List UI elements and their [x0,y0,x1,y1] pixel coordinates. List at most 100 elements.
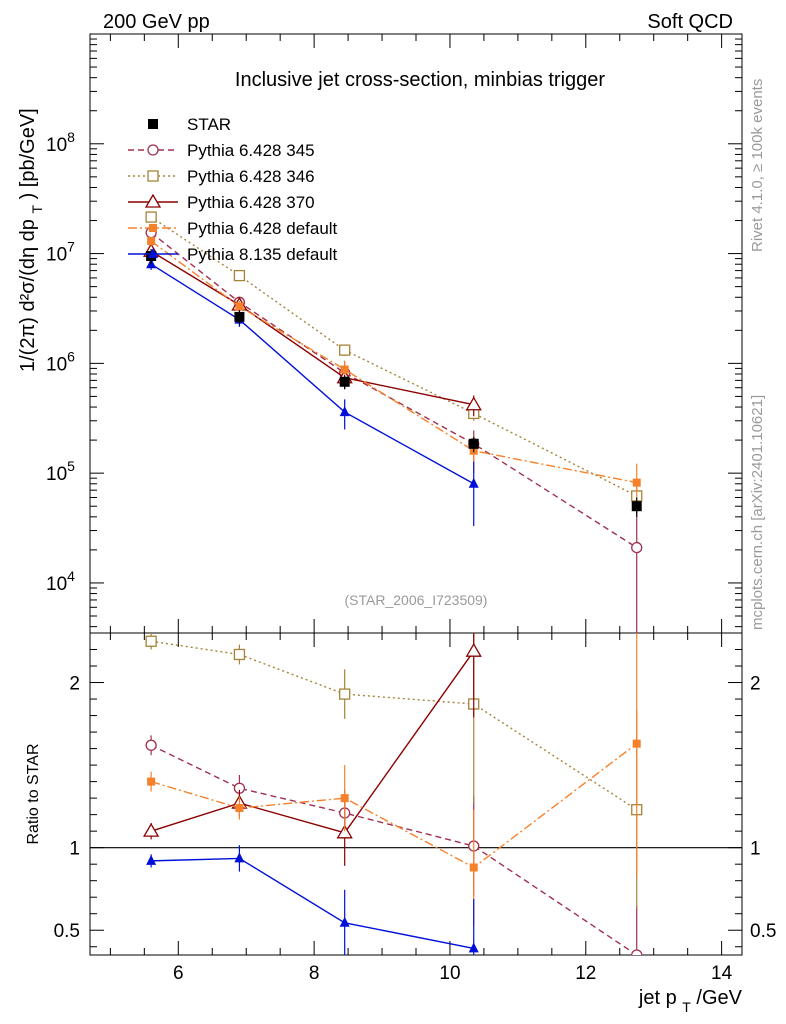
legend-marker [148,119,158,129]
ratio-panel-series [142,633,643,955]
y-tick-label-exponent: 8 [67,129,75,145]
data-point-p346 [233,269,246,282]
series-p8def [146,258,479,527]
y-label-sub: T [29,205,45,214]
y-label-main: d²σ/(dη dp [17,219,39,311]
legend-label: Pythia 6.428 370 [187,193,315,212]
legend: STAR Pythia 6.428 345 Pythia 6.428 346 Pyth… [128,115,338,264]
ratio-point-p346 [233,648,246,661]
ratio-y-tick-label: 0.5 [54,921,80,942]
ratio-plot-frame [89,632,743,956]
ratio-point-p346 [339,688,351,700]
data-point-p8def [339,406,350,417]
x-tick-label: 8 [309,963,320,984]
legend-label: STAR [187,115,231,134]
y-label-suffix: ) [pb/GeV] [17,108,39,199]
rivet-label: Rivet 4.1.0, ≥ 100k events [749,79,766,252]
x-tick-label: 12 [575,963,596,984]
ratio-point-p8def [146,854,157,865]
y-label-prefix: 1/(2π) [17,317,39,372]
ratio-point-p346 [145,635,157,647]
y-tick-label-base: 10 [46,464,67,485]
ratio-series-p8def [146,845,479,955]
legend-entry-p8def: Pythia 8.135 default [128,245,338,264]
series-layer [142,211,643,955]
ratio-y-axis-label: Ratio to STAR [25,743,42,844]
ratio-point-p345 [145,739,157,751]
ratio-point-p8def [234,852,245,863]
data-point-p346 [145,211,157,223]
legend-entry-p370: Pythia 6.428 370 [128,193,315,212]
ratio-point-p345 [631,949,643,955]
ratio-series-p346 [145,633,643,909]
data-point-data [631,501,642,512]
data-point-p345 [631,541,643,554]
ratio-series-p6def [147,633,641,926]
mcplots-label: mcplots.cern.ch [arXiv:2401.10621] [749,395,766,630]
legend-marker [147,170,159,182]
ratio-point-p8def [339,916,350,927]
legend-entry-p346: Pythia 6.428 346 [128,167,315,186]
data-point-p8def [468,477,479,488]
legend-entry-p6def: Pythia 6.428 default [128,219,338,238]
ratio-line-p345 [150,744,638,955]
ratio-point-p6def [147,777,156,786]
series-line-p6def [150,240,637,484]
series-line-p346 [150,216,638,497]
header-right: Soft QCD [647,11,733,33]
ratio-line-p346 [151,640,638,811]
data-point-p6def [632,478,641,487]
analysis-id: (STAR_2006_I723509) [345,592,488,608]
y-tick-label-exponent: 4 [67,568,75,584]
x-tick-label: 10 [439,963,460,984]
data-point-p6def [235,302,244,311]
data-point-data [234,311,245,322]
y-tick-label: 105 [46,458,75,485]
series-line-p345 [150,232,638,549]
legend-label: Pythia 8.135 default [187,245,338,264]
x-tick-label: 14 [711,963,733,984]
legend-marker [147,144,159,156]
x-tick-label: 6 [173,963,184,984]
y-tick-label-base: 10 [46,135,67,156]
ratio-point-p8def [468,942,479,953]
ratio-y-tick-label-right: 0.5 [750,921,776,942]
series-line-p8def [150,263,475,485]
ratio-line-p6def [150,743,638,869]
y-tick-label: 107 [46,239,75,266]
ratio-line-p370 [150,650,475,834]
legend-marker [149,224,157,232]
legend-label: Pythia 6.428 default [187,219,338,238]
main-y-axis-label: 1/(2π) d²σ/(dη dp T ) [pb/GeV] [17,108,45,372]
ratio-point-p6def [469,863,478,872]
ratio-y-tick-label-right: 2 [750,674,761,695]
ratio-point-p370 [142,822,160,837]
ratio-point-p370 [465,642,482,657]
ratio-point-p6def [340,794,349,803]
x-axis-label: jet p T /GeV [638,987,743,1015]
data-point-p6def [147,237,156,246]
legend-marker [144,193,162,208]
ratio-y-tick-label-right: 1 [750,839,761,860]
legend-entry-p345: Pythia 6.428 345 [128,141,315,160]
x-label-main: jet p [638,987,677,1009]
ratio-point-p370 [336,824,353,839]
data-point-p6def [340,365,349,374]
ratio-series-p345 [145,735,643,955]
series-p6def [147,236,641,515]
series-line-p370 [150,250,474,406]
data-point-p346 [339,344,351,356]
y-tick-label-base: 10 [46,245,67,266]
ratio-point-p6def [235,804,244,813]
ratio-series-p370 [142,633,482,866]
series-p370 [142,242,482,417]
ratio-point-p6def [632,739,641,748]
legend-marker [148,248,158,258]
y-tick-label-base: 10 [46,354,67,375]
legend-label: Pythia 6.428 346 [187,167,315,186]
x-label-suffix: /GeV [696,987,742,1009]
header-left: 200 GeV pp [103,11,210,33]
data-point-p370 [465,396,482,411]
